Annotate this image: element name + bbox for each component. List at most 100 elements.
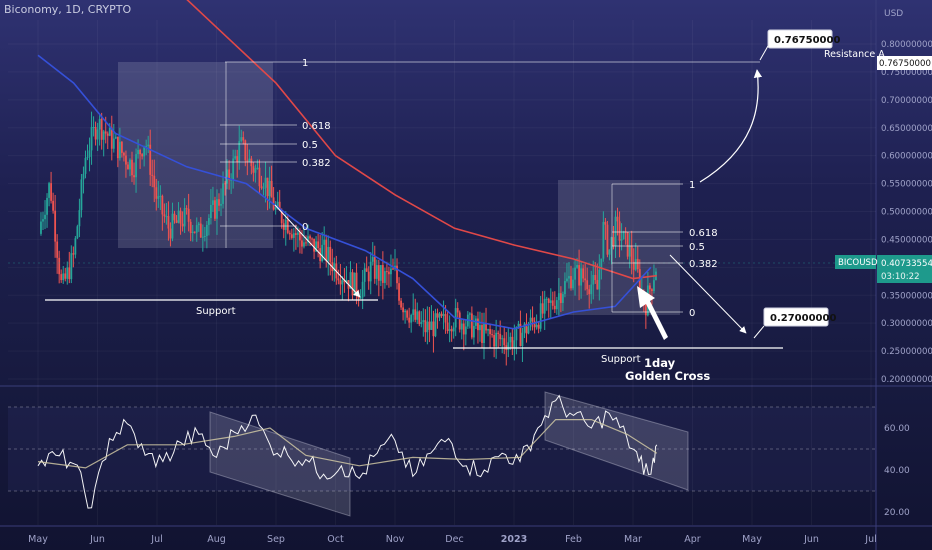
candle-body [596, 280, 599, 290]
candle-body [653, 280, 655, 291]
candle-body [256, 167, 259, 169]
candle-body [52, 200, 55, 211]
candle-body [102, 131, 105, 140]
candle-body [106, 133, 109, 136]
golden-cross-subtitle: Golden Cross [625, 369, 710, 383]
candle-body [485, 323, 487, 331]
time-tick-label: Mar [624, 534, 642, 545]
candle-body [402, 307, 404, 313]
candle-body [576, 265, 578, 268]
candle-body [44, 214, 46, 220]
candle-body [294, 233, 297, 235]
candle-body [531, 317, 534, 322]
candle-body [349, 272, 352, 289]
candle-body [282, 223, 285, 230]
candle-body [590, 284, 593, 295]
candle-body [517, 323, 520, 327]
candle-body [572, 279, 574, 289]
candle-body [189, 221, 192, 234]
resistance-callout-box [767, 29, 833, 49]
candle-body [434, 313, 437, 337]
resistance-price-tag-text: 0.76750000 [879, 59, 931, 69]
candle-body [377, 265, 380, 281]
candle-body [169, 228, 172, 239]
candle-body [153, 175, 156, 188]
candle-body [76, 226, 79, 239]
candle-body [125, 155, 127, 165]
candle-body [371, 257, 374, 262]
candle-body [276, 201, 279, 208]
candle-body [278, 201, 281, 211]
candle-body [187, 208, 190, 222]
currency-label: USD [884, 9, 903, 19]
candle-body [129, 159, 131, 170]
candle-body [222, 183, 224, 204]
candle-body [216, 199, 218, 219]
candle-body [143, 146, 146, 157]
resistance-price-tag [877, 56, 932, 70]
candle-body [159, 195, 162, 197]
time-tick-label: Jul [864, 534, 876, 545]
candle-body [612, 237, 615, 246]
candle-body [70, 253, 73, 280]
candle-body [396, 265, 398, 284]
time-tick-label: 2023 [501, 534, 527, 545]
candle-body [462, 323, 465, 335]
candle-body [557, 293, 560, 301]
time-tick-label: Sep [267, 534, 285, 545]
candle-body [491, 334, 494, 336]
candle-body [602, 221, 605, 259]
candle-body [386, 271, 388, 273]
candle-body [523, 323, 526, 333]
time-tick-label: May [742, 534, 762, 545]
candle-body [537, 324, 540, 329]
candle-body [487, 329, 489, 331]
candle-body [608, 249, 611, 255]
candle-body [244, 140, 247, 161]
candle-body [260, 186, 263, 189]
decline-arrow-left [274, 204, 361, 298]
candle-body [301, 240, 303, 247]
candle-body [412, 309, 415, 315]
ma-red-line [186, 0, 657, 280]
candle-body [104, 131, 107, 134]
candle-body [592, 274, 595, 285]
candle-body [414, 309, 417, 320]
candle-body [262, 187, 265, 189]
candle-body [452, 327, 455, 332]
candle-body [535, 324, 538, 328]
candle-body [444, 314, 447, 323]
candle-body [648, 285, 651, 290]
countdown-text: 03:10:22 [881, 272, 920, 282]
candle-body [367, 271, 370, 282]
candle-body [422, 320, 425, 323]
candle-body [345, 280, 348, 283]
candle-body [632, 261, 635, 270]
candle-body [226, 169, 228, 184]
candle-body [369, 261, 372, 282]
candle-body [224, 183, 226, 185]
candle-body [628, 245, 631, 257]
candle-body [48, 183, 50, 198]
candle-body [527, 326, 530, 334]
candle-body [303, 242, 305, 247]
candle-body [636, 258, 639, 270]
candle-body [268, 180, 271, 197]
candle-body [511, 336, 514, 349]
candle-body [218, 199, 220, 206]
candle-body [131, 159, 133, 176]
candle-body [578, 265, 580, 286]
candle-body [566, 278, 568, 282]
target-callout-box [763, 307, 829, 327]
candle-body [118, 141, 121, 159]
candle-body [60, 274, 63, 281]
time-tick-label: Aug [207, 534, 226, 545]
candle-body [562, 294, 564, 304]
candle-body [167, 216, 170, 229]
candle-body [440, 313, 443, 316]
candle-body [317, 241, 320, 249]
candle-body [495, 332, 498, 347]
candle-body [62, 273, 65, 281]
candle-body [450, 329, 453, 332]
candle-body [157, 196, 160, 199]
